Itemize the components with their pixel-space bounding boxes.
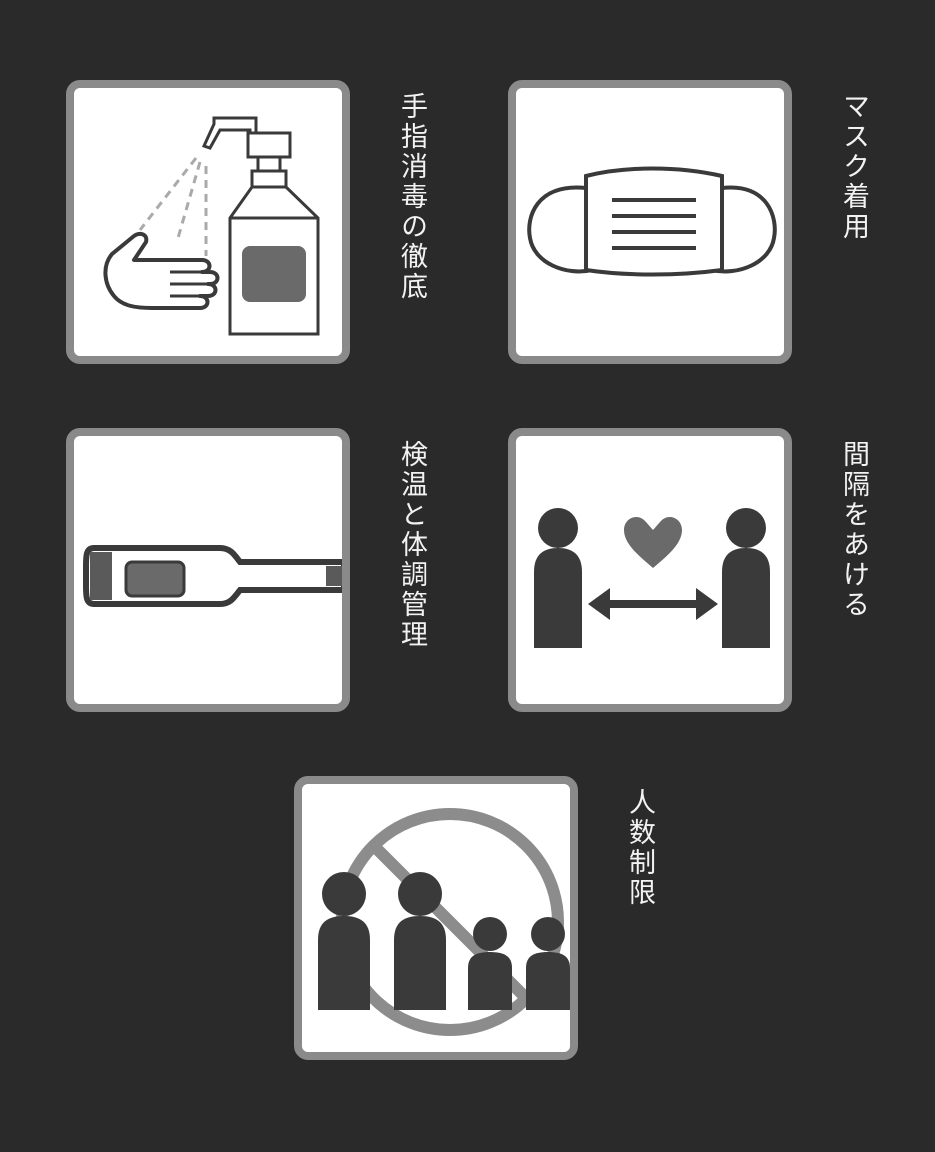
- label-face-mask: マスク着用: [838, 92, 869, 242]
- label-thermometer: 検温と体調管理: [396, 440, 427, 650]
- social-distance-icon: [534, 508, 770, 648]
- hand-sanitizer-icon: [103, 116, 320, 336]
- label-social-distance: 間隔をあける: [838, 440, 869, 620]
- card-face-mask: [508, 80, 792, 364]
- card-hand-sanitizer: [66, 80, 350, 364]
- thermometer-icon: [83, 545, 342, 607]
- face-mask-icon: [527, 166, 777, 277]
- crowd-limit-icon: [318, 808, 570, 1036]
- label-hand-sanitizer: 手指消毒の徹底: [396, 92, 427, 302]
- label-crowd-limit: 人数制限: [624, 788, 655, 908]
- card-social-distance: [508, 428, 792, 712]
- card-crowd-limit: [294, 776, 578, 1060]
- card-thermometer: [66, 428, 350, 712]
